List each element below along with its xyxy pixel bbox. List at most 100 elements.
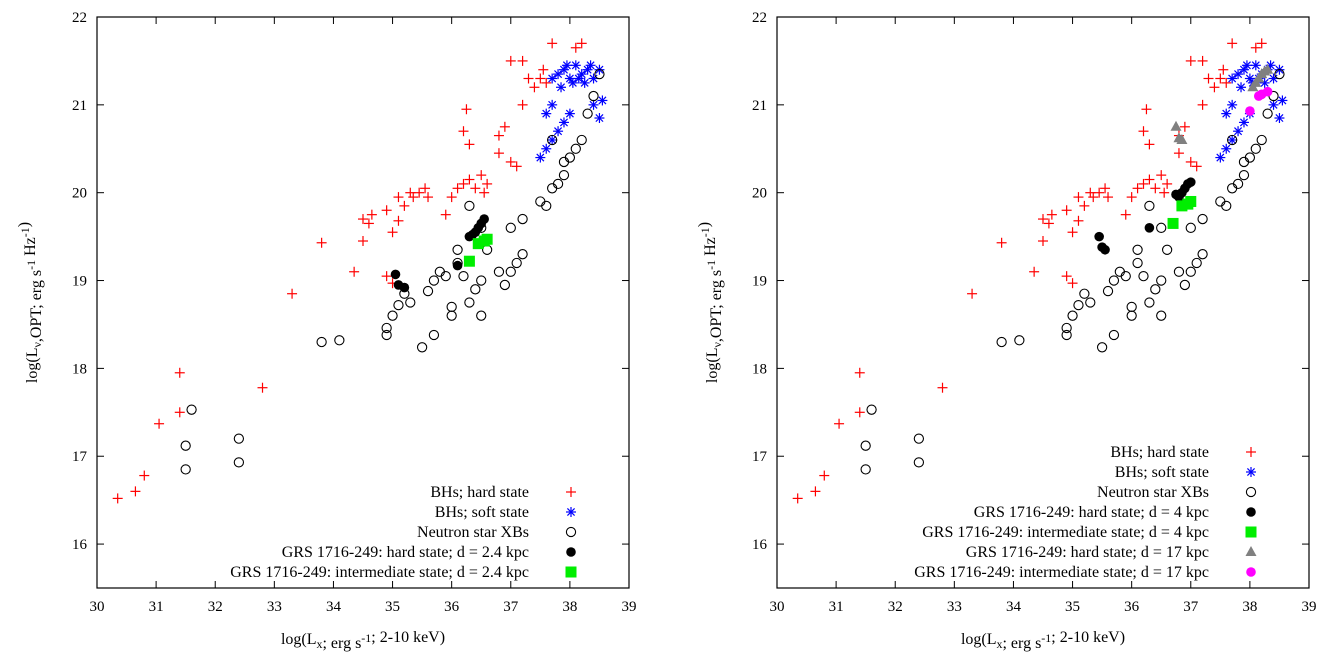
data-point — [499, 121, 510, 132]
data-point — [363, 218, 374, 229]
x-tick-label: 32 — [208, 599, 223, 615]
data-point — [1120, 209, 1131, 220]
data-point — [112, 493, 123, 504]
legend-marker — [1246, 507, 1256, 517]
series-2 — [1215, 60, 1288, 163]
data-point — [553, 126, 564, 137]
data-point — [558, 169, 570, 181]
data-point — [1191, 257, 1202, 269]
data-point — [1156, 275, 1167, 286]
data-point — [523, 73, 534, 84]
data-point — [866, 404, 877, 415]
data-point — [564, 108, 575, 119]
legend-label: GRS 1716-249: intermediate state; d = 2.… — [230, 564, 529, 581]
data-point — [547, 99, 558, 110]
y-tick-label: 21 — [72, 98, 87, 114]
data-point — [588, 99, 599, 110]
data-point — [387, 310, 398, 321]
legend-label: BHs; hard state — [430, 484, 529, 501]
data-point — [1238, 156, 1250, 168]
data-point — [139, 470, 150, 481]
data-point — [349, 266, 360, 277]
data-point — [1144, 200, 1155, 212]
data-point — [570, 60, 581, 71]
data-point — [594, 68, 605, 80]
data-point — [464, 297, 475, 308]
data-point — [588, 73, 599, 84]
data-point — [913, 433, 925, 444]
data-point — [358, 214, 368, 225]
data-point — [1268, 99, 1279, 110]
data-point — [576, 38, 587, 49]
data-point — [538, 64, 549, 75]
data-point — [1262, 63, 1274, 74]
data-point — [381, 271, 392, 282]
legend-marker — [1246, 447, 1256, 457]
data-point — [405, 297, 416, 308]
data-point — [1227, 38, 1238, 49]
data-point — [366, 209, 377, 220]
y-tick-label: 17 — [752, 449, 768, 465]
data-point — [493, 148, 504, 159]
data-point — [573, 73, 584, 84]
series-1 — [112, 38, 587, 504]
data-point — [393, 192, 404, 203]
data-point — [481, 233, 493, 245]
data-point — [535, 196, 546, 207]
legend-label: Neutron star XBs — [1097, 484, 1209, 501]
data-point — [1236, 82, 1247, 93]
data-point — [1067, 310, 1078, 321]
data-point — [463, 255, 475, 267]
data-point — [1247, 81, 1259, 92]
data-point — [476, 275, 487, 286]
data-point — [1241, 60, 1252, 71]
data-point — [1141, 104, 1152, 115]
data-point — [130, 486, 141, 497]
data-point — [422, 285, 434, 297]
data-point — [446, 192, 457, 203]
data-point — [588, 90, 599, 102]
data-point — [1185, 266, 1196, 277]
data-point — [1227, 134, 1238, 146]
data-point — [1221, 77, 1232, 88]
data-point — [1215, 196, 1226, 207]
data-point — [505, 55, 516, 66]
data-point — [594, 113, 605, 124]
data-point — [1227, 73, 1238, 84]
data-point — [1185, 55, 1196, 66]
data-point — [458, 270, 469, 282]
data-point — [1173, 266, 1185, 277]
data-point — [476, 310, 487, 321]
data-point — [552, 178, 564, 190]
data-point — [1209, 82, 1220, 93]
data-point — [570, 42, 581, 53]
x-tick-label: 37 — [503, 599, 519, 615]
series-7 — [1245, 86, 1273, 116]
data-point — [597, 95, 608, 106]
data-point — [1073, 192, 1084, 203]
legend-marker — [565, 526, 577, 538]
data-point — [458, 178, 469, 189]
x-tick-label: 34 — [326, 599, 342, 615]
legend-marker — [1245, 526, 1257, 538]
data-point — [1138, 270, 1149, 282]
data-point — [381, 205, 392, 216]
x-tick-label: 33 — [267, 599, 282, 615]
data-point — [1094, 187, 1105, 198]
series-3 — [860, 68, 1285, 475]
x-tick-label: 34 — [1006, 599, 1022, 615]
data-point — [1120, 270, 1131, 282]
data-point — [541, 108, 552, 119]
y-axis-label: log(Lν,OPT; erg s-1 Hz-1) — [696, 222, 725, 383]
y-tick-label: 19 — [72, 274, 87, 290]
data-point — [381, 329, 392, 341]
data-point — [1221, 200, 1232, 212]
data-point — [1114, 266, 1125, 277]
data-point — [1108, 275, 1120, 286]
data-point — [547, 134, 558, 145]
data-point — [585, 60, 596, 71]
data-point — [482, 178, 493, 189]
data-point — [819, 470, 830, 481]
data-point — [399, 282, 410, 293]
data-point — [558, 117, 569, 128]
